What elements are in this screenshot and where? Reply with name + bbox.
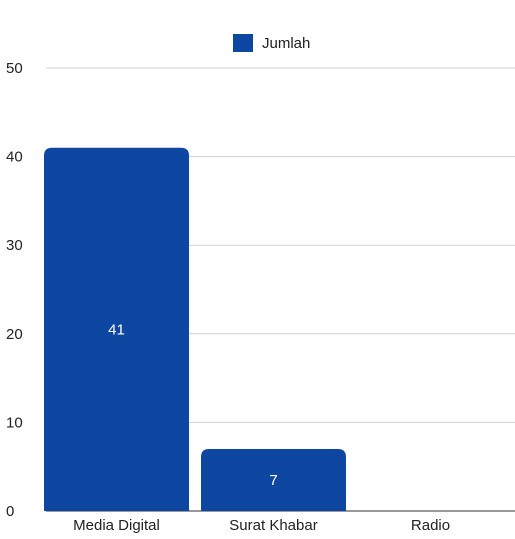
legend-label: Jumlah bbox=[262, 35, 310, 52]
y-tick-label: 20 bbox=[6, 326, 23, 343]
data-label: 7 bbox=[269, 472, 277, 489]
x-category-label: Surat Khabar bbox=[229, 517, 317, 534]
legend-swatch bbox=[233, 34, 253, 52]
x-axis-categories: Media Digital Surat Khabar Radio bbox=[73, 517, 450, 534]
bar[interactable] bbox=[44, 147, 189, 512]
legend[interactable]: Jumlah bbox=[233, 34, 310, 52]
data-label: 41 bbox=[108, 321, 125, 338]
x-category-label: Media Digital bbox=[73, 517, 160, 534]
bar[interactable] bbox=[201, 448, 346, 511]
y-tick-label: 40 bbox=[6, 149, 23, 166]
y-tick-label: 50 bbox=[6, 60, 23, 77]
data-labels: 41 7 bbox=[108, 321, 278, 489]
y-tick-label: 10 bbox=[6, 414, 23, 431]
x-category-label: Radio bbox=[411, 517, 450, 534]
bars bbox=[44, 147, 346, 512]
y-axis-ticks: 0 10 20 30 40 50 bbox=[6, 60, 23, 520]
y-tick-label: 30 bbox=[6, 237, 23, 254]
y-tick-label: 0 bbox=[6, 503, 14, 520]
